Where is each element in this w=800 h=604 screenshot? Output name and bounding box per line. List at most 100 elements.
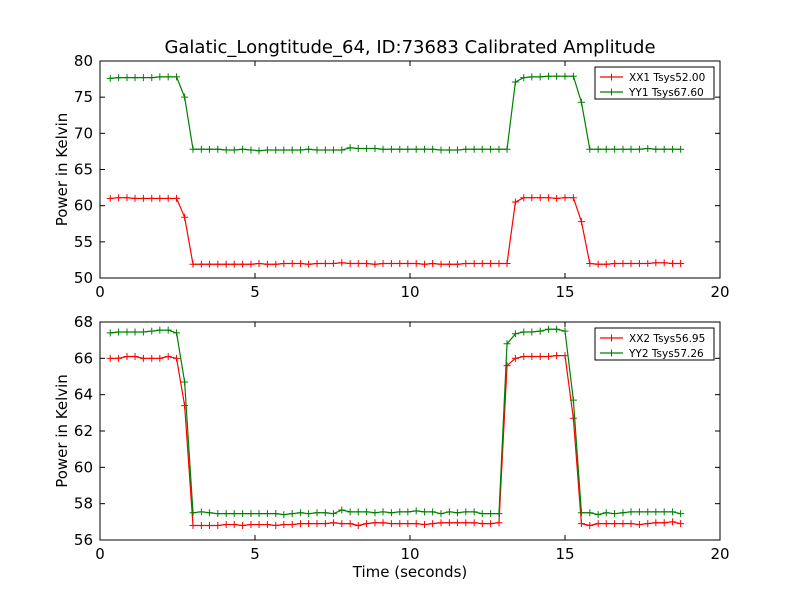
bottom-series-1-marker (577, 520, 585, 528)
top-series-1-marker (115, 194, 123, 202)
bottom-series-1-marker (106, 354, 114, 362)
bottom-series-2-marker (677, 510, 685, 518)
bottom-y-tick-label: 62 (74, 422, 93, 440)
bottom-legend-box (594, 327, 715, 361)
top-series-2-marker (313, 146, 321, 154)
bottom-series-2-marker (255, 510, 263, 518)
bottom-series-1-marker (561, 352, 569, 360)
top-series-2-marker (528, 73, 536, 81)
top-series-1-marker (553, 194, 561, 202)
bottom-x-tick-label: 15 (555, 545, 574, 563)
top-series-1-marker (577, 218, 585, 226)
top-series-2-marker (148, 74, 156, 82)
bottom-legend-marker-2 (608, 349, 615, 357)
top-series-2-marker (247, 146, 255, 154)
top-series-1-marker (197, 260, 205, 268)
top-series-1-marker (453, 260, 461, 268)
bottom-series-1-marker (429, 520, 437, 528)
bottom-series-2-marker (594, 511, 602, 519)
top-series-1-marker (363, 260, 371, 268)
top-series-2-marker (288, 146, 296, 154)
top-series-1-marker (148, 194, 156, 202)
bottom-legend-marker-1 (608, 334, 615, 342)
top-series-1-marker (396, 260, 404, 268)
top-series-2-marker (329, 146, 337, 154)
top-series-1-marker (404, 260, 412, 268)
bottom-series-1-marker (115, 354, 123, 362)
bottom-series-1-marker (602, 520, 610, 528)
bottom-series-2-marker (569, 396, 577, 404)
bottom-series-1-marker (660, 519, 668, 527)
top-series-1-marker (528, 194, 536, 202)
bottom-series-2-marker (619, 509, 627, 517)
bottom-series-1-marker (495, 519, 503, 527)
top-legend-marker-2 (608, 88, 615, 96)
bottom-series-1-marker (545, 353, 553, 361)
top-series-1-marker (181, 213, 189, 221)
top-series-2-marker (462, 145, 470, 153)
top-series-1-marker (263, 260, 271, 268)
bottom-series-2-marker (586, 509, 594, 517)
bottom-series-1-marker (305, 520, 313, 528)
top-series-2-marker (577, 98, 585, 106)
bottom-series-2-marker (520, 328, 528, 336)
top-x-tick-label: 20 (710, 283, 729, 301)
bottom-series-2-marker (346, 508, 354, 516)
top-x-tick-label: 0 (95, 283, 105, 301)
bottom-series-1-marker (421, 521, 429, 529)
top-series-1-marker (644, 260, 652, 268)
bottom-series-2-marker (528, 328, 536, 336)
top-series-2-marker (669, 145, 677, 153)
top-legend-marker-1 (608, 73, 615, 81)
bottom-series-1-marker (189, 521, 197, 529)
top-series-2-marker (396, 145, 404, 153)
top-series-2-marker (230, 146, 238, 154)
top-series-1-marker (652, 259, 660, 267)
bottom-series-2-marker (263, 510, 271, 518)
bottom-series-1-marker (363, 520, 371, 528)
bottom-series-1-marker (313, 520, 321, 528)
top-y-tick-label: 80 (74, 52, 93, 70)
bottom-series-2-marker (139, 328, 147, 336)
top-series-1-marker (470, 260, 478, 268)
bottom-series-2-marker (379, 508, 387, 516)
top-series-1-marker (123, 194, 131, 202)
top-series-2-marker (619, 145, 627, 153)
bottom-series-2-marker (602, 509, 610, 517)
bottom-series-2-marker (635, 508, 643, 516)
bottom-series-1-marker (453, 519, 461, 527)
bottom-series-1-marker (445, 519, 453, 527)
bottom-series-1-marker (338, 520, 346, 528)
bottom-series-1-marker (181, 402, 189, 410)
top-series-2-marker (561, 72, 569, 80)
top-series-2-marker (280, 146, 288, 154)
bottom-series-2-marker (421, 508, 429, 516)
top-series-2-marker (371, 145, 379, 153)
top-series-2-marker (131, 74, 139, 82)
top-series-1-marker (511, 198, 519, 206)
top-series-1-marker (387, 260, 395, 268)
bottom-series-1-marker (677, 520, 685, 528)
top-plot-panel: 0 5 10 15 20 50 55 60 65 70 75 80 Power in Kelvin XX1… (53, 52, 730, 301)
top-series-2-marker (173, 73, 181, 81)
bottom-y-tick-label: 60 (74, 458, 93, 476)
figure-title: Galatic_Longtitude_64, ID:73683 Calibrat… (164, 37, 655, 58)
top-series-1-marker (594, 260, 602, 268)
bottom-x-tick-label: 20 (710, 545, 729, 563)
bottom-series-1-marker (123, 353, 131, 361)
bottom-series-1-marker (354, 521, 362, 529)
top-series-1-marker (305, 260, 313, 268)
top-y-tick-label: 50 (74, 269, 93, 287)
top-series-2-marker (569, 72, 577, 80)
top-series-2-marker (511, 78, 519, 86)
bottom-x-axis-label: Time (seconds) (352, 563, 468, 581)
top-series-2-marker (214, 145, 222, 153)
top-series-1-marker (321, 260, 329, 268)
top-series-1-marker (139, 194, 147, 202)
bottom-series-2-marker (106, 329, 114, 337)
bottom-series-1-marker (396, 520, 404, 528)
bottom-series-2-marker (495, 510, 503, 518)
bottom-series-1-marker (321, 520, 329, 528)
bottom-series-2-marker (660, 508, 668, 516)
bottom-series-2-marker (288, 510, 296, 518)
